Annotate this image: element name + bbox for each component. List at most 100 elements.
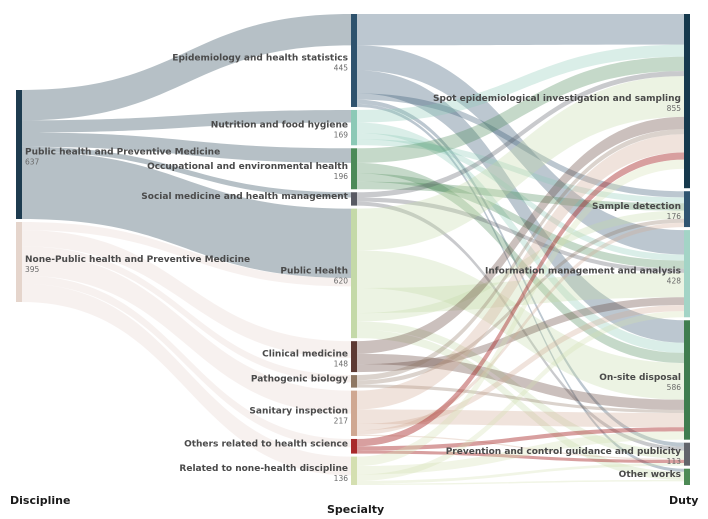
value-samp: 176 — [667, 212, 682, 221]
link-pat-to-onsite — [357, 384, 684, 413]
value-occ: 196 — [334, 172, 349, 181]
node-onsite — [684, 320, 690, 440]
label-pat: Pathogenic biology — [251, 374, 348, 384]
column-title-duty: Duty — [669, 494, 699, 507]
node-occ — [351, 148, 357, 190]
link-san-to-info — [357, 305, 684, 431]
link-nph-to-pub — [22, 222, 351, 287]
label-epi: Epidemiology and health statistics — [172, 53, 348, 63]
label-san: Sanitary inspection — [249, 406, 348, 416]
link-non-to-info — [357, 311, 684, 481]
link-soc-to-spot — [357, 71, 684, 198]
link-epi-to-prev — [357, 99, 684, 447]
link-epi-to-samp — [357, 93, 684, 198]
link-non-to-spot — [357, 159, 684, 466]
link-nph-to-oth — [22, 275, 351, 448]
label-nph: None-Public health and Preventive Medici… — [25, 255, 250, 265]
link-epi-to-onsite — [357, 70, 684, 343]
link-pub-to-spot — [357, 76, 684, 251]
link-occ-to-spot — [357, 56, 684, 163]
link-nut-to-spot — [357, 44, 684, 123]
link-soc-to-info — [357, 197, 684, 273]
link-occ-to-onsite — [357, 162, 684, 364]
link-san-to-samp — [357, 222, 684, 435]
link-soc-to-prev — [357, 201, 684, 451]
label-info: Information management and analysis — [485, 267, 681, 277]
link-pub-to-onsite — [357, 250, 684, 400]
link-occ-to-info — [357, 173, 684, 269]
value-pub: 620 — [334, 276, 349, 285]
link-san-to-onsite — [357, 409, 684, 428]
link-nph-to-pat — [22, 246, 351, 383]
node-samp — [684, 191, 690, 228]
value-spot: 855 — [667, 104, 682, 113]
node-epi — [351, 14, 357, 107]
value-onsite: 586 — [667, 383, 682, 392]
node-nph — [16, 222, 22, 302]
link-ph-to-epi — [22, 14, 351, 121]
label-onsite: On-site disposal — [599, 373, 681, 383]
label-oth: Others related to health science — [184, 439, 348, 449]
link-pub-to-info — [357, 272, 684, 314]
link-pub-to-other — [357, 329, 684, 480]
link-ph-to-soc — [22, 146, 351, 198]
link-san-to-prev — [357, 434, 684, 460]
node-san — [351, 390, 357, 436]
node-ph — [16, 90, 22, 220]
node-nut — [351, 109, 357, 146]
link-epi-to-spot — [357, 14, 684, 46]
label-occ: Occupational and environmental health — [147, 162, 348, 172]
label-samp: Sample detection — [592, 202, 681, 212]
value-prev: 113 — [667, 457, 682, 466]
link-ph-to-pub — [22, 151, 351, 278]
link-non-to-other — [357, 479, 684, 485]
link-pat-to-samp — [357, 218, 684, 385]
node-info — [684, 230, 690, 318]
link-epi-to-info — [357, 45, 684, 255]
link-oth-to-onsite — [357, 427, 684, 451]
value-ph: 637 — [25, 158, 40, 167]
value-nph: 395 — [25, 265, 40, 274]
labels-layer: Public health and Preventive Medicine637… — [25, 53, 681, 482]
column-title-discipline: Discipline — [10, 494, 71, 507]
value-cli: 148 — [334, 360, 349, 369]
node-soc — [351, 192, 357, 206]
link-oth-to-spot — [357, 152, 684, 447]
link-nph-to-non — [22, 283, 351, 476]
link-cli-to-onsite — [357, 353, 684, 410]
label-nut: Nutrition and food hygiene — [211, 121, 348, 131]
label-soc: Social medicine and health management — [141, 192, 348, 202]
value-non: 136 — [334, 474, 349, 483]
node-pub — [351, 208, 357, 339]
link-nut-to-info — [357, 132, 684, 261]
link-non-to-onsite — [357, 431, 684, 475]
node-spot — [684, 14, 690, 189]
node-non — [351, 456, 357, 485]
node-oth — [351, 438, 357, 454]
label-pub: Public Health — [280, 266, 348, 276]
value-info: 428 — [667, 277, 682, 286]
link-pub-to-prev — [357, 321, 684, 459]
node-other — [684, 468, 690, 485]
link-occ-to-samp — [357, 181, 684, 211]
link-pub-to-samp — [357, 210, 684, 322]
link-nph-to-cli — [22, 230, 351, 358]
column-title-specialty: Specialty — [327, 503, 385, 516]
node-cli — [351, 341, 357, 373]
link-nut-to-onsite — [357, 122, 684, 353]
value-nut: 169 — [334, 131, 349, 140]
link-san-to-spot — [357, 134, 684, 410]
link-pat-to-spot — [357, 129, 684, 381]
label-ph: Public health and Preventive Medicine — [25, 148, 220, 158]
link-nph-to-san — [22, 253, 351, 414]
label-prev: Prevention and control guidance and publ… — [446, 447, 681, 457]
link-non-to-prev — [357, 463, 684, 484]
value-san: 217 — [334, 416, 349, 425]
nodes-layer — [16, 14, 690, 485]
node-prev — [684, 442, 690, 466]
link-cli-to-info — [357, 297, 684, 373]
link-epi-to-other — [357, 103, 684, 472]
label-other: Other works — [619, 470, 681, 480]
label-non: Related to none-health discipline — [179, 464, 348, 474]
